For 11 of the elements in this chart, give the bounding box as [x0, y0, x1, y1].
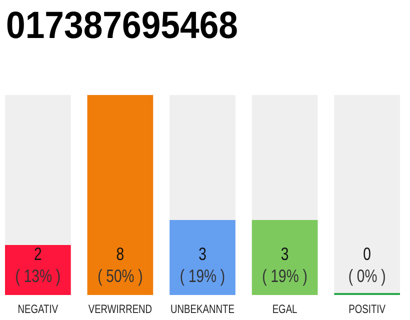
x-tick-label: VERWIRREND: [88, 302, 152, 316]
x-tick-label: UNBEKANNTE: [170, 302, 234, 316]
data-label: 0 ( 0% ): [348, 244, 386, 286]
x-tick-label: EGAL: [272, 302, 298, 316]
x-tick-label: POSITIV: [348, 302, 386, 316]
x-tick-label: NEGATIV: [18, 302, 59, 316]
data-label: 3 ( 19% ): [180, 244, 226, 286]
data-label: 8 ( 50% ): [98, 244, 143, 286]
data-label: 3 ( 19% ): [262, 244, 308, 286]
chart-title: 017387695468: [6, 5, 260, 47]
data-label: 2 ( 13% ): [15, 244, 61, 286]
